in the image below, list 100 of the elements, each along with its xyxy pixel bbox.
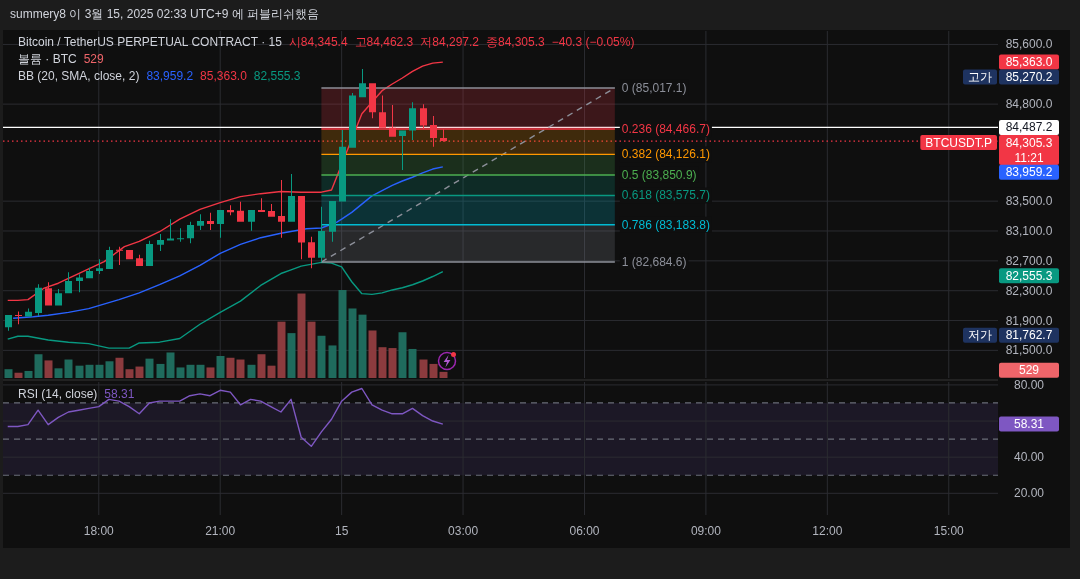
candlestick [76, 274, 83, 293]
series-label: 0.382 (84,126.1) [621, 147, 710, 162]
annotation: 고84,462.3 [354, 35, 414, 49]
x-tick-label: 21:00 [205, 524, 236, 538]
candlestick [55, 288, 62, 306]
candlestick [409, 102, 416, 140]
y-tick-label: 82,700.0 [1005, 253, 1053, 268]
bar [307, 321, 316, 378]
annotation: −40.3 (−0.05%) [551, 35, 635, 49]
candlestick [399, 130, 406, 170]
bar [105, 361, 114, 378]
bar [186, 364, 195, 378]
text: 529 [1018, 363, 1040, 378]
bar [317, 335, 326, 378]
annotation: 종84,305.3 [486, 35, 546, 49]
bar [125, 369, 134, 378]
annotation: 83,959.2 [146, 69, 194, 83]
chart-subtitle: summery8 이 3월 15, 2025 02:33 UTC+9 에 퍼블리쉬했음 [10, 7, 320, 21]
bar [297, 293, 306, 378]
candlestick [268, 203, 275, 217]
line-series [7, 261, 444, 349]
candlestick [318, 206, 325, 262]
bar [257, 354, 266, 378]
bar [54, 368, 63, 378]
y-tick-label: 83,500.0 [1005, 194, 1053, 209]
candlestick [369, 83, 376, 119]
candlestick [227, 205, 234, 216]
bar [95, 364, 104, 378]
y-tick-label: 81,500.0 [1005, 343, 1053, 358]
series-label: 0.786 (83,183.8) [621, 217, 710, 232]
candlestick [136, 254, 143, 266]
y-tick-label: 83,100.0 [1005, 223, 1053, 238]
annotation: 82,555.3 [253, 69, 301, 83]
bar [358, 314, 367, 378]
line-series [12, 166, 444, 319]
candlestick [207, 212, 214, 231]
bar [287, 333, 296, 378]
bar [14, 372, 23, 378]
x-tick-label: 06:00 [569, 524, 600, 538]
text: 11:21 [1014, 150, 1044, 165]
annotation: BTCUSDT.P [925, 135, 992, 150]
y-tick-label: 81,900.0 [1005, 313, 1053, 328]
y-tick-label: 84,800.0 [1005, 97, 1053, 112]
ref-line-label: 84,487.2 [1005, 120, 1053, 135]
series-label: 0 (85,017.1) [621, 80, 687, 95]
bar [176, 367, 185, 378]
candlestick [197, 214, 204, 231]
bar [338, 290, 347, 378]
ref-line-label: 84,305.3 [1005, 135, 1053, 150]
bar [145, 358, 154, 378]
x-tick-label: 15 [334, 524, 349, 538]
text: 81,762.7 [1005, 328, 1053, 343]
x-tick-label: 18:00 [83, 524, 115, 538]
bar [388, 348, 397, 378]
bar [408, 348, 417, 378]
y-tick-label: 20.00 [1013, 486, 1045, 501]
candlestick [96, 259, 103, 274]
candlestick [146, 240, 153, 266]
text: 82,555.3 [1005, 268, 1053, 283]
candlestick [167, 219, 174, 241]
candlestick [187, 221, 194, 244]
candlestick [86, 267, 93, 279]
bar [166, 352, 175, 378]
y-tick-label: 40.00 [1013, 450, 1045, 465]
line-series [7, 387, 444, 448]
chart-title: Bitcoin / TetherUS PERPETUAL CONTRACT · 15 [18, 35, 283, 49]
candlestick [237, 201, 244, 222]
bar [348, 308, 357, 378]
series-label: 0.236 (84,466.7) [621, 122, 710, 136]
bar [115, 357, 124, 378]
candlestick [258, 198, 265, 212]
bar [439, 371, 448, 378]
candlestick [278, 179, 285, 238]
annotation: 저가 [968, 328, 992, 343]
bar [4, 369, 13, 378]
bar [277, 321, 286, 378]
bar [419, 359, 428, 378]
bar [196, 364, 205, 378]
candlestick [288, 173, 295, 222]
bar [156, 363, 165, 378]
candlestick [157, 233, 164, 251]
bar [398, 332, 407, 378]
bar [368, 330, 377, 378]
candlestick [65, 272, 72, 294]
candlestick [217, 209, 224, 238]
candlestick [308, 236, 315, 269]
candlestick [106, 246, 113, 270]
x-tick-label: 12:00 [812, 524, 843, 538]
bar [267, 365, 276, 378]
series-label: 1 (82,684.6) [621, 254, 687, 269]
candlestick [177, 228, 184, 242]
x-tick-label: 15:00 [933, 524, 965, 538]
bar [328, 345, 337, 378]
series-label: 0.5 (83,850.9) [621, 167, 697, 182]
bar [378, 347, 387, 378]
candlestick [35, 284, 42, 317]
annotation: 85,363.0 [200, 69, 248, 83]
y-tick-label: 85,600.0 [1005, 37, 1053, 52]
candlestick [126, 250, 133, 260]
candlestick [248, 209, 255, 231]
